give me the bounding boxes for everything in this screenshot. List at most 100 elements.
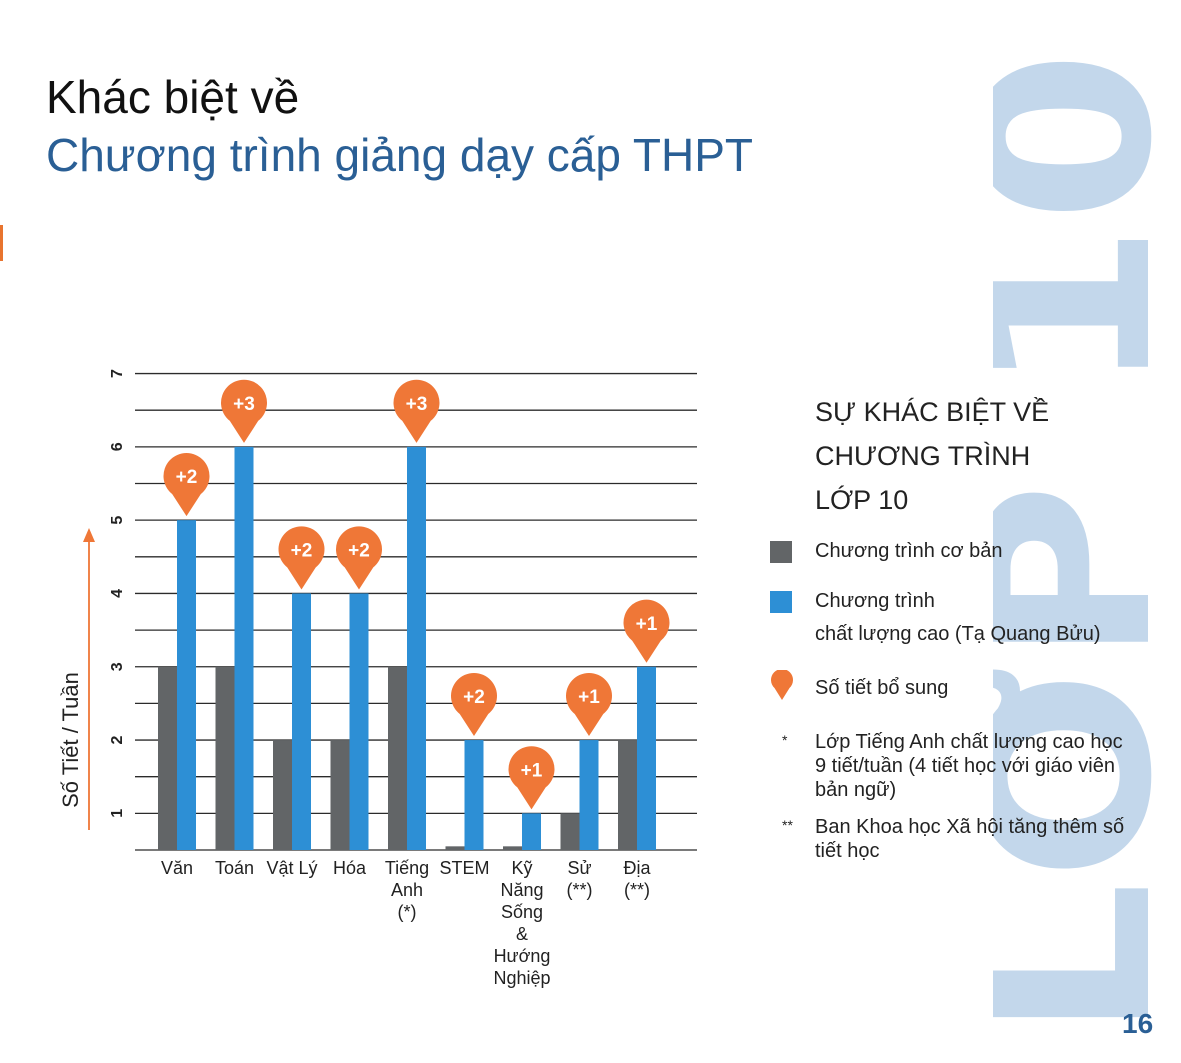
- y-axis-label: Số Tiết / Tuần: [58, 672, 83, 808]
- y-tick-label: 2: [109, 736, 126, 745]
- annotation-pin: +3: [393, 379, 440, 443]
- bar-basic: [445, 846, 465, 850]
- page-title-line2: Chương trình giảng dạy cấp THPT: [46, 129, 754, 181]
- pin-shape: [566, 672, 613, 737]
- x-tick-label-line: Năng: [500, 880, 543, 900]
- legend-label: Chương trình chất lượng cao (Tạ Quang Bửu…: [815, 585, 1145, 651]
- y-axis-arrow-head: [83, 528, 95, 542]
- bar-basic: [618, 740, 637, 850]
- legend-label-line: chất lượng cao (Tạ Quang Bửu): [815, 623, 1101, 645]
- legend-title-line: LỚP 10: [815, 485, 909, 515]
- bar-basic: [503, 846, 522, 850]
- annotation-label: +1: [636, 614, 658, 635]
- bar-basic: [158, 666, 177, 850]
- x-tick-label-line: Nghiệp: [493, 968, 550, 988]
- x-tick-label-line: Địa: [623, 858, 651, 878]
- legend-title: SỰ KHÁC BIỆT VỀ CHƯƠNG TRÌNH LỚP 10: [815, 390, 1075, 522]
- x-tick-label-line: Sống: [501, 902, 543, 922]
- legend-swatch: [770, 591, 792, 613]
- page-number: 16: [1122, 1008, 1154, 1039]
- annotation-pin: +2: [451, 672, 497, 737]
- x-tick-label-line: Văn: [161, 858, 193, 878]
- pin-shape: [221, 379, 267, 443]
- x-tick-label-line: (**): [567, 880, 593, 900]
- bar-advanced: [464, 740, 484, 850]
- bar-advanced: [177, 520, 196, 850]
- x-tick-label: Văn: [161, 858, 193, 878]
- bar-basic: [273, 740, 292, 850]
- watermark-lop10: LỚP 10: [993, 50, 1173, 1040]
- note-mark: *: [782, 732, 788, 748]
- pin-shape: [336, 526, 382, 590]
- annotation-label: +2: [291, 540, 313, 561]
- legend-label-line: Số tiết bổ sung: [815, 677, 949, 699]
- x-tick-label: Kỹ Năng Sống & Hướng Nghiệp: [493, 858, 550, 988]
- x-tick-label-line: Sử: [567, 858, 591, 878]
- annotation-label: +2: [176, 467, 198, 488]
- legend-title-line: CHƯƠNG TRÌNH: [815, 441, 1031, 471]
- bar-basic: [388, 666, 407, 850]
- x-tick-label-line: Anh: [391, 880, 423, 900]
- x-tick-label-line: Vật Lý: [266, 858, 317, 878]
- x-tick-label: Sử (**): [567, 858, 593, 900]
- page-title-line1: Khác biệt về: [46, 71, 300, 123]
- legend-swatch: [770, 541, 792, 563]
- annotation-label: +1: [578, 687, 600, 708]
- note-mark: **: [782, 817, 793, 833]
- legend-label: Số tiết bổ sung: [815, 672, 1145, 705]
- y-tick-label: 1: [109, 809, 126, 818]
- watermark-text: LỚP 10: [993, 50, 1173, 1040]
- legend-title-line: SỰ KHÁC BIỆT VỀ: [815, 397, 1050, 427]
- note-text: Ban Khoa học Xã hội tăng thêm số tiết họ…: [815, 816, 1125, 862]
- bar-advanced: [522, 813, 541, 850]
- bar-advanced: [579, 740, 599, 850]
- annotation-pin: +2: [336, 526, 382, 590]
- bar-basic: [560, 813, 580, 850]
- bar-advanced: [349, 593, 369, 850]
- bar-advanced: [407, 446, 426, 850]
- legend-label-line: Chương trình cơ bản: [815, 540, 1003, 562]
- legend-label: Chương trình cơ bản: [815, 535, 1145, 568]
- x-tick-label-line: (**): [624, 880, 650, 900]
- annotation-label: +2: [463, 687, 485, 708]
- annotation-pin: +1: [566, 672, 613, 737]
- x-tick-label-line: (*): [398, 902, 417, 922]
- x-tick-label: Toán: [215, 858, 254, 878]
- x-tick-label-line: STEM: [439, 858, 489, 878]
- y-tick-label: 7: [109, 369, 126, 378]
- pin-shape: [451, 672, 497, 737]
- pin-shape: [508, 746, 555, 810]
- legend: SỰ KHÁC BIỆT VỀ CHƯƠNG TRÌNH LỚP 10 Chương…: [770, 390, 1170, 862]
- note-text: Lớp Tiếng Anh chất lượng cao học 9 tiết/…: [815, 731, 1123, 801]
- pin-shape: [393, 379, 440, 443]
- annotation-pin: +2: [163, 453, 210, 517]
- bar-advanced: [292, 593, 311, 850]
- x-tick-label-line: Tiếng: [385, 858, 429, 878]
- bar-basic: [330, 740, 350, 850]
- x-tick-label-line: &: [516, 924, 528, 944]
- legend-label-line: Chương trình: [815, 590, 935, 612]
- x-tick-label: Tiếng Anh (*): [385, 858, 429, 922]
- annotation-pin: +2: [278, 526, 325, 590]
- left-accent-mark: [0, 225, 3, 261]
- annotation-pin: +3: [221, 379, 267, 443]
- bar-advanced: [234, 446, 254, 850]
- pin-shape: [278, 526, 325, 590]
- x-tick-label-line: Hướng: [494, 946, 551, 966]
- bar-advanced: [637, 666, 656, 850]
- annotation-label: +2: [348, 540, 370, 561]
- bar-basic: [215, 666, 235, 850]
- pin-shape: [163, 453, 210, 517]
- annotation-label: +3: [233, 394, 255, 415]
- x-tick-label-line: Hóa: [333, 858, 367, 878]
- y-tick-label: 4: [109, 589, 126, 598]
- y-tick-label: 6: [109, 442, 126, 451]
- pin-shape: [623, 599, 670, 663]
- bar-chart: 1 2 3 4 5 6 7 Số Tiết / Tuần +2 Văn +3 Toán +2 Vật Lý…: [58, 369, 697, 988]
- y-tick-label: 5: [109, 516, 126, 525]
- x-tick-label-line: Kỹ: [511, 858, 532, 878]
- annotation-label: +1: [521, 760, 543, 781]
- annotation-pin: +1: [623, 599, 670, 663]
- y-tick-label: 3: [109, 662, 126, 671]
- x-tick-label: Vật Lý: [266, 858, 317, 878]
